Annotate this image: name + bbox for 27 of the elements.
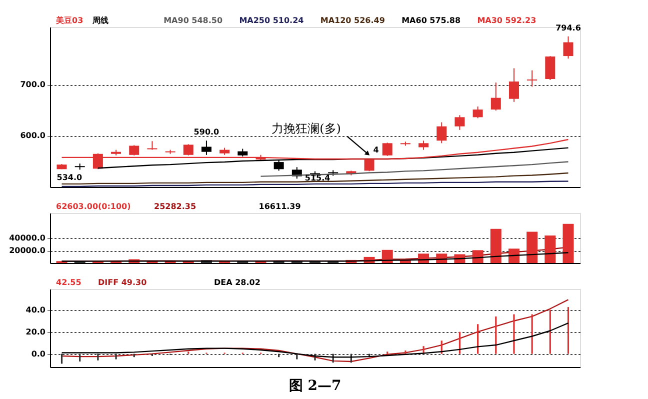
text: 16611.39	[258, 202, 302, 211]
text: DEA 28.02	[214, 278, 260, 287]
text: MA120 526.49	[320, 16, 386, 25]
text: DIFF 49.30	[98, 278, 148, 287]
annotation: 515.4	[304, 174, 331, 183]
text: MA90 548.50	[164, 16, 223, 25]
chart-title: 美豆03	[55, 15, 84, 25]
text: 62603.00(0:100)	[56, 202, 131, 211]
text: MA30 592.23	[477, 16, 536, 25]
y-tick-label: 600.0	[20, 131, 46, 140]
annotation: 4	[373, 145, 380, 154]
y-tick-label: 40.0	[26, 305, 46, 314]
annotation: 590.0	[194, 128, 220, 137]
text: MA250 510.24	[239, 16, 304, 25]
y-tick-label: 700.0	[20, 80, 46, 90]
chart-subtitle: 周线	[91, 16, 108, 25]
annotation: 794.6	[556, 23, 582, 32]
annotation: 力挽狂澜(多)	[272, 121, 341, 136]
y-tick-label: 0.0	[31, 349, 46, 358]
y-tick-label: 20.0	[26, 327, 46, 336]
y-tick-label: 20000.0	[9, 246, 46, 255]
caption: 图 2—7	[288, 378, 342, 394]
text: 25282.35	[154, 202, 196, 211]
y-tick-label: 40000.0	[9, 234, 46, 242]
annotation: 534.0	[56, 173, 82, 182]
text: 42.55	[56, 278, 82, 287]
text: MA60 575.88	[402, 16, 461, 25]
